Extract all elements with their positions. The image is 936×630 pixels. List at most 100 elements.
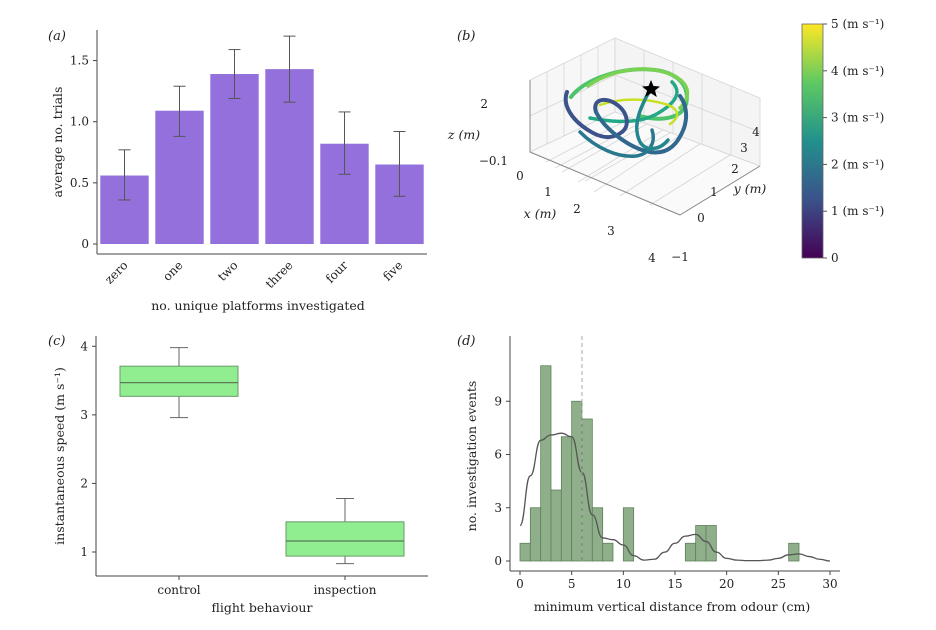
panel-b-y-axis-line: [679, 165, 761, 216]
panel-d-bin-8: [602, 542, 614, 562]
panel-d-y-tick-label: 3: [494, 501, 502, 515]
panel-a-errorbar-four: [338, 111, 351, 175]
colorbar-tick-label: 1 (m s⁻¹): [831, 204, 884, 218]
panel-c-boxes: [119, 347, 405, 565]
panel-a-x-title: no. unique platforms investigated: [151, 298, 365, 313]
panel-a-y-tick-label: 0.5: [70, 176, 89, 190]
panel-c-y-tick-label: 3: [80, 408, 88, 422]
panel-d-bin-18: [705, 525, 717, 562]
b-y-title: y (m): [733, 181, 767, 196]
b-x-tick-3: 3: [607, 224, 615, 238]
panel-d-x-tick-label: 20: [719, 577, 734, 591]
trajectory-segment-slow-2: [594, 94, 689, 155]
colorbar-tick-label: 5 (m s⁻¹): [831, 17, 884, 31]
panel-a-x-tick-two: two: [215, 258, 241, 284]
panel-d-bin-1: [529, 507, 542, 562]
panel-a-errorbar-five: [393, 130, 406, 197]
panel-b-3d-trajectory: (b): [447, 17, 884, 265]
panel-d-y-tick-label: 9: [494, 394, 502, 408]
panel-d-bars: [519, 365, 800, 562]
panel-a-x-tick-five: five: [380, 258, 405, 283]
panel-a-errorbar-two: [228, 49, 241, 99]
b-y-tick-1: 0: [697, 211, 705, 225]
panel-a-x-tick-zero: zero: [102, 258, 131, 287]
panel-d-x-title: minimum vertical distance from odour (cm…: [534, 599, 810, 614]
panel-b-start-star-icon: [642, 80, 660, 97]
panel-c-box-plot: (c) 1 2 3 4 control inspection flight behavi…: [48, 334, 428, 615]
panel-c-y-tick-label: 2: [80, 476, 88, 490]
panel-d-y-tick-label: 6: [494, 448, 502, 462]
panel-b-label: (b): [457, 29, 475, 44]
panel-a-y-tick-label: 0: [81, 237, 89, 251]
panel-c-x-tick-control: control: [157, 583, 200, 597]
panel-a-label: (a): [48, 29, 66, 44]
b-y-tick-5: 4: [752, 125, 760, 139]
b-x-tick-0: 0: [516, 169, 524, 183]
trajectory-segment-slow-3: [578, 128, 655, 158]
panel-d-y-tick-label: 0: [494, 554, 502, 568]
b-x-tick-4: 4: [648, 251, 656, 265]
panel-d-bin-26: [788, 542, 800, 562]
panel-d-bin-17: [695, 525, 707, 562]
panel-a-bar-chart: (a) 0 0.5 1.0 1.5 zero one two three four five n…: [48, 29, 427, 313]
panel-a-errorbar-zero: [118, 149, 131, 201]
b-y-tick-0: −1: [671, 250, 689, 264]
panel-d-x-ticks: 0 5 10 15 20 25 30: [516, 571, 838, 591]
b-y-tick-2: 1: [710, 185, 718, 199]
panel-c-label: (c): [48, 334, 65, 349]
panel-d-histogram: (d) 0 3 6 9 0 5 10 15 20 25 30 minimum vertical d…: [457, 334, 840, 614]
panel-b-colorbar: [801, 23, 824, 259]
panel-c-y-tick-label: 1: [80, 545, 88, 559]
panel-c-box-control: [119, 347, 239, 419]
trajectory-segment-slow: [563, 90, 629, 139]
panel-a-x-tick-four: four: [323, 258, 351, 286]
panel-d-bin-16: [684, 542, 697, 562]
panel-d-label: (d): [457, 334, 475, 349]
panel-d-bin-2: [540, 365, 552, 562]
panel-d-x-tick-label: 25: [771, 577, 786, 591]
panel-a-bars: [100, 69, 424, 244]
panel-d-x-tick-label: 10: [616, 577, 631, 591]
panel-c-x-tick-inspection: inspection: [314, 583, 377, 597]
panel-b-x-axis-line: [529, 151, 681, 216]
b-y-tick-4: 3: [740, 141, 748, 155]
panel-a-y-tick-label: 1.0: [70, 115, 89, 129]
panel-a-errorbar-three: [283, 35, 296, 103]
panel-d-bin-10: [622, 507, 635, 562]
b-x-tick-2: 2: [573, 202, 581, 216]
panel-d-bin-7: [591, 507, 604, 562]
panel-c-y-tick-label: 4: [80, 339, 88, 353]
panel-b-trajectory: [563, 67, 690, 158]
panel-c-x-ticks: control inspection: [157, 576, 377, 597]
b-x-tick-1: 1: [544, 185, 552, 199]
panel-b-colorbar-ticks: 5 (m s⁻¹) 4 (m s⁻¹) 3 (m s⁻¹) 2 (m s⁻¹) 1 (m…: [823, 17, 884, 265]
panel-d-bin-4: [560, 436, 573, 562]
panel-d-x-tick-label: 0: [516, 577, 524, 591]
panel-a-error-bars: [118, 35, 406, 201]
b-z-title: z (m): [447, 127, 480, 142]
panel-b-3d-box: [529, 37, 761, 216]
panel-d-x-tick-label: 5: [568, 577, 576, 591]
panel-d-x-tick-label: 15: [667, 577, 682, 591]
panel-a-bar-two: [210, 74, 259, 244]
colorbar-tick-label: 4 (m s⁻¹): [831, 64, 884, 78]
trajectory-segment-mid: [588, 80, 679, 124]
panel-d-bin-5: [571, 400, 583, 562]
panel-a-errorbar-one: [173, 85, 186, 137]
panel-a-y-title: average no. trials: [50, 87, 65, 198]
b-x-title: x (m): [524, 206, 557, 221]
panel-d-y-title: no. investigation events: [464, 381, 479, 532]
panel-c-x-title: flight behaviour: [212, 600, 313, 615]
colorbar-tick-label: 3 (m s⁻¹): [831, 111, 884, 125]
b-z-tick-1: 2: [480, 97, 488, 111]
panel-a-x-ticks: zero one two three four five: [102, 258, 406, 291]
panel-a-y-ticks: 0 0.5 1.0 1.5: [70, 54, 97, 251]
trajectory-segment-top: [598, 98, 679, 126]
colorbar-tick-label: 2 (m s⁻¹): [831, 157, 884, 171]
b-y-tick-3: 2: [731, 162, 739, 176]
panel-d-y-ticks: 0 3 6 9: [494, 394, 510, 568]
panel-d-x-tick-label: 30: [822, 577, 837, 591]
panel-a-y-tick-label: 1.5: [70, 54, 89, 68]
panel-d-bin-0: [519, 542, 531, 562]
